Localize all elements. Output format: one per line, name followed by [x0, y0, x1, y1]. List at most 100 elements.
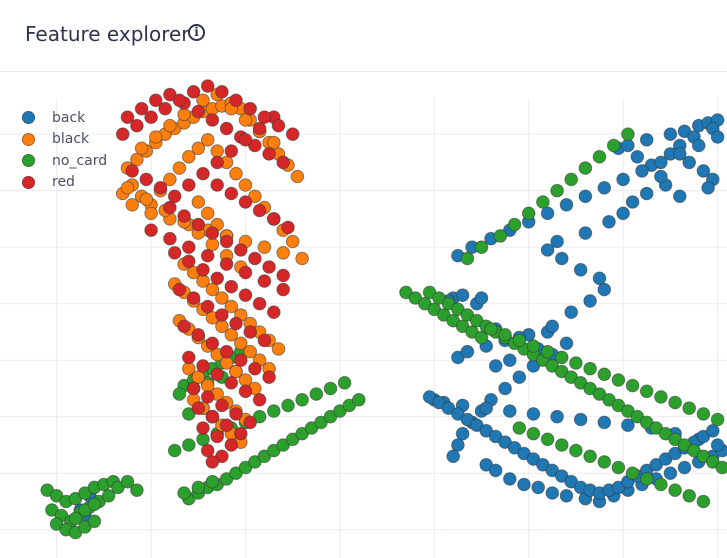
point-black	[229, 166, 243, 181]
point-back	[639, 186, 654, 201]
point-red	[229, 316, 243, 331]
point-back	[474, 291, 489, 305]
point-red	[224, 438, 239, 452]
point-red	[205, 409, 220, 424]
point-no-card	[611, 460, 626, 475]
point-red	[210, 367, 224, 382]
point-red	[153, 181, 168, 195]
point-back	[710, 438, 725, 452]
point-no-card	[120, 474, 135, 489]
point-red	[182, 254, 196, 269]
point-red	[149, 93, 163, 108]
point-no-card	[498, 328, 512, 342]
point-red	[186, 84, 201, 99]
point-back	[597, 282, 612, 297]
point-back	[512, 370, 527, 385]
point-back	[663, 127, 678, 142]
point-red	[191, 401, 206, 416]
point-black	[234, 336, 248, 351]
point-no-card	[484, 322, 498, 336]
point-black	[276, 246, 291, 260]
point-back	[663, 466, 678, 481]
point-black	[295, 251, 309, 266]
point-red	[252, 296, 267, 311]
point-back	[503, 472, 517, 486]
point-red	[248, 251, 262, 266]
point-red	[285, 127, 300, 142]
point-no-card	[597, 455, 612, 469]
legend-item-black[interactable]: black	[22, 129, 107, 151]
point-red	[271, 118, 286, 133]
point-back	[517, 477, 531, 492]
point-no-card	[172, 387, 187, 401]
point-black	[224, 328, 239, 342]
point-red	[200, 299, 215, 314]
point-red	[191, 104, 206, 119]
point-back	[559, 198, 574, 212]
point-no-card	[474, 240, 489, 254]
legend-item-no-card[interactable]: no_card	[22, 150, 107, 172]
point-no-card	[460, 251, 475, 266]
page-title: Feature explorer	[25, 22, 190, 46]
point-back	[455, 288, 470, 302]
point-back	[559, 489, 574, 503]
point-red	[172, 93, 187, 108]
point-red	[219, 418, 234, 433]
point-no-card	[177, 486, 191, 500]
point-black	[210, 144, 224, 158]
point-no-card	[654, 390, 668, 404]
legend-swatch-red	[22, 175, 35, 189]
point-no-card	[606, 138, 621, 153]
point-back	[559, 336, 574, 351]
legend-label-no-card: no_card	[52, 152, 108, 169]
point-black	[205, 237, 220, 252]
info-icon[interactable]: i	[188, 24, 205, 41]
point-red	[267, 305, 281, 319]
point-red	[238, 265, 253, 280]
point-no-card	[639, 472, 654, 486]
point-red	[219, 234, 234, 249]
point-red	[210, 271, 224, 286]
point-no-card	[710, 412, 725, 427]
legend-item-red[interactable]: red	[22, 172, 107, 194]
point-red	[234, 243, 248, 257]
point-back	[654, 169, 668, 184]
point-black	[196, 93, 210, 108]
point-red	[243, 325, 257, 339]
point-red	[224, 279, 239, 294]
point-black	[191, 195, 206, 209]
point-red	[257, 333, 272, 348]
point-red	[205, 455, 220, 469]
point-no-card	[682, 489, 697, 503]
point-black	[130, 152, 144, 167]
point-back	[446, 449, 461, 464]
point-red	[186, 291, 201, 305]
point-no-card	[87, 497, 102, 512]
point-red	[196, 166, 210, 181]
point-red	[215, 398, 229, 413]
point-no-card	[540, 344, 555, 359]
point-no-card	[625, 466, 640, 481]
point-red	[196, 359, 210, 373]
point-back	[616, 172, 630, 187]
point-red	[177, 209, 191, 223]
point-black	[149, 130, 163, 144]
point-no-card	[668, 483, 682, 498]
point-no-card	[507, 217, 522, 232]
point-no-card	[540, 432, 555, 447]
point-black	[139, 192, 154, 206]
point-red	[252, 393, 267, 407]
point-back	[455, 426, 470, 441]
point-back	[701, 181, 715, 195]
legend-item-back[interactable]: back	[22, 107, 107, 129]
point-no-card	[550, 183, 564, 198]
point-black	[224, 299, 239, 314]
point-red	[238, 288, 253, 302]
scatter-plot[interactable]	[0, 72, 727, 558]
point-red	[134, 101, 149, 116]
point-red	[172, 282, 187, 297]
point-red	[238, 384, 253, 399]
point-no-card	[68, 511, 83, 526]
point-black	[215, 291, 229, 305]
point-black	[285, 234, 300, 249]
